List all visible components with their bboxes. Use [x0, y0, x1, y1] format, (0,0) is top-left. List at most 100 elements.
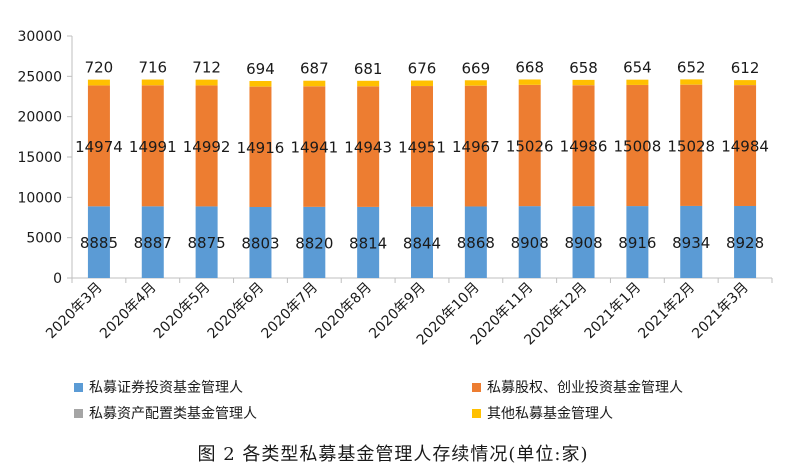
bar-securities: [411, 206, 433, 278]
data-label-other: 694: [246, 60, 275, 78]
legend-swatch-asset-allocation: [74, 408, 83, 418]
bar-equity: [195, 85, 218, 207]
x-tick-label: 2021年3月: [689, 280, 752, 343]
legend-swatch-other: [472, 408, 481, 418]
bar-equity: [411, 86, 433, 207]
x-tick-label: 2021年2月: [635, 280, 698, 343]
data-label-securities: 8820: [295, 234, 333, 252]
legend-item-other: 其他私募基金管理人: [472, 403, 613, 423]
bar-other: [572, 79, 595, 86]
bar-other: [680, 79, 703, 85]
bar-equity: [249, 86, 272, 207]
data-label-equity: 14986: [560, 138, 608, 156]
data-label-securities: 8934: [672, 234, 710, 252]
legend-item-equity: 私募股权、创业投资基金管理人: [472, 377, 683, 397]
data-label-other: 716: [138, 59, 167, 77]
x-tick-label: 2020年4月: [97, 280, 160, 343]
bar-other: [357, 80, 380, 87]
bars: [87, 79, 757, 278]
data-label-equity: 14984: [721, 138, 769, 156]
y-tick-label: 0: [53, 271, 62, 287]
bar-securities: [141, 206, 164, 278]
x-tick-label: 2021年1月: [582, 280, 645, 343]
legend-label-asset-allocation: 私募资产配置类基金管理人: [89, 406, 257, 422]
bar-securities: [249, 206, 272, 278]
data-label-equity: 14943: [344, 139, 392, 157]
bar-equity: [303, 86, 326, 207]
bar-securities: [464, 206, 487, 278]
data-label-other: 652: [677, 58, 706, 76]
bar-securities: [680, 205, 703, 278]
data-label-equity: 14951: [398, 138, 446, 156]
bar-equity: [87, 85, 110, 207]
y-tick-label: 10000: [17, 190, 62, 206]
bar-equity: [680, 84, 703, 206]
y-tick-label: 15000: [17, 150, 62, 166]
data-label-other: 676: [408, 60, 437, 78]
data-label-equity: 15026: [506, 138, 554, 156]
bar-other: [626, 79, 649, 85]
data-label-other: 654: [623, 59, 652, 77]
y-tick-label: 25000: [17, 69, 62, 85]
data-label-equity: 14941: [290, 139, 338, 157]
y-tick-label: 20000: [17, 110, 62, 126]
bar-securities: [303, 206, 326, 278]
y-axis: 0 5000 10000 15000 20000 25000 30000: [17, 29, 73, 287]
bar-other: [141, 79, 164, 86]
data-label-securities: 8908: [511, 234, 549, 252]
bar-equity: [141, 85, 164, 207]
data-label-other: 687: [300, 60, 329, 78]
data-label-equity: 14991: [129, 138, 177, 156]
bar-other: [518, 79, 541, 85]
data-label-equity: 14974: [75, 138, 123, 156]
bar-equity: [626, 85, 649, 207]
legend-item-securities: 私募证券投资基金管理人: [74, 377, 243, 397]
data-label-securities: 8868: [457, 234, 495, 252]
legend-swatch-securities: [74, 382, 83, 392]
bar-securities: [518, 206, 541, 278]
bar-securities: [195, 206, 218, 278]
data-label-equity: 14992: [183, 138, 231, 156]
data-label-equity: 14916: [237, 139, 285, 157]
bar-other: [195, 79, 218, 86]
bar-other: [734, 80, 757, 86]
bar-other: [303, 80, 326, 87]
legend-label-securities: 私募证券投资基金管理人: [89, 380, 243, 396]
x-axis: 2020年3月2020年4月2020年5月2020年6月2020年7月2020年…: [43, 277, 773, 348]
y-tick-label: 30000: [17, 29, 62, 45]
data-label-other: 712: [192, 59, 221, 77]
data-label-other: 658: [569, 59, 598, 77]
legend-label-equity: 私募股权、创业投资基金管理人: [487, 380, 683, 396]
data-label-other: 612: [731, 59, 760, 77]
bar-labels: 8885 14974 720 8887 14991 716 8875 14992 712 8803…: [75, 58, 769, 252]
bar-equity: [357, 86, 380, 207]
x-tick-label: 2020年8月: [312, 280, 375, 343]
data-label-other: 669: [462, 59, 491, 77]
bar-securities: [87, 206, 110, 278]
data-label-equity: 14967: [452, 138, 500, 156]
data-label-securities: 8887: [134, 234, 172, 252]
bar-equity: [572, 85, 595, 207]
data-label-securities: 8928: [726, 234, 764, 252]
data-label-other: 668: [515, 58, 544, 76]
data-label-securities: 8908: [564, 234, 602, 252]
x-tick-label: 2020年7月: [259, 280, 322, 343]
bar-equity: [518, 84, 541, 207]
data-label-other: 720: [85, 59, 114, 77]
bar-securities: [734, 205, 757, 278]
data-label-securities: 8814: [349, 234, 387, 252]
bar-other: [87, 79, 110, 86]
bar-securities: [626, 206, 649, 278]
bar-other: [249, 80, 272, 87]
data-label-equity: 15008: [614, 138, 662, 156]
x-tick-label: 2020年3月: [43, 280, 106, 343]
legend-swatch-equity: [472, 382, 481, 392]
bar-securities: [572, 206, 595, 278]
x-tick-label: 2020年6月: [205, 280, 268, 343]
x-tick-label: 2020年5月: [151, 280, 214, 343]
bar-equity: [734, 85, 757, 206]
data-label-securities: 8885: [80, 234, 118, 252]
figure-caption: 图 2 各类型私募基金管理人存续情况(单位:家): [197, 444, 589, 465]
data-label-equity: 15028: [667, 137, 715, 155]
